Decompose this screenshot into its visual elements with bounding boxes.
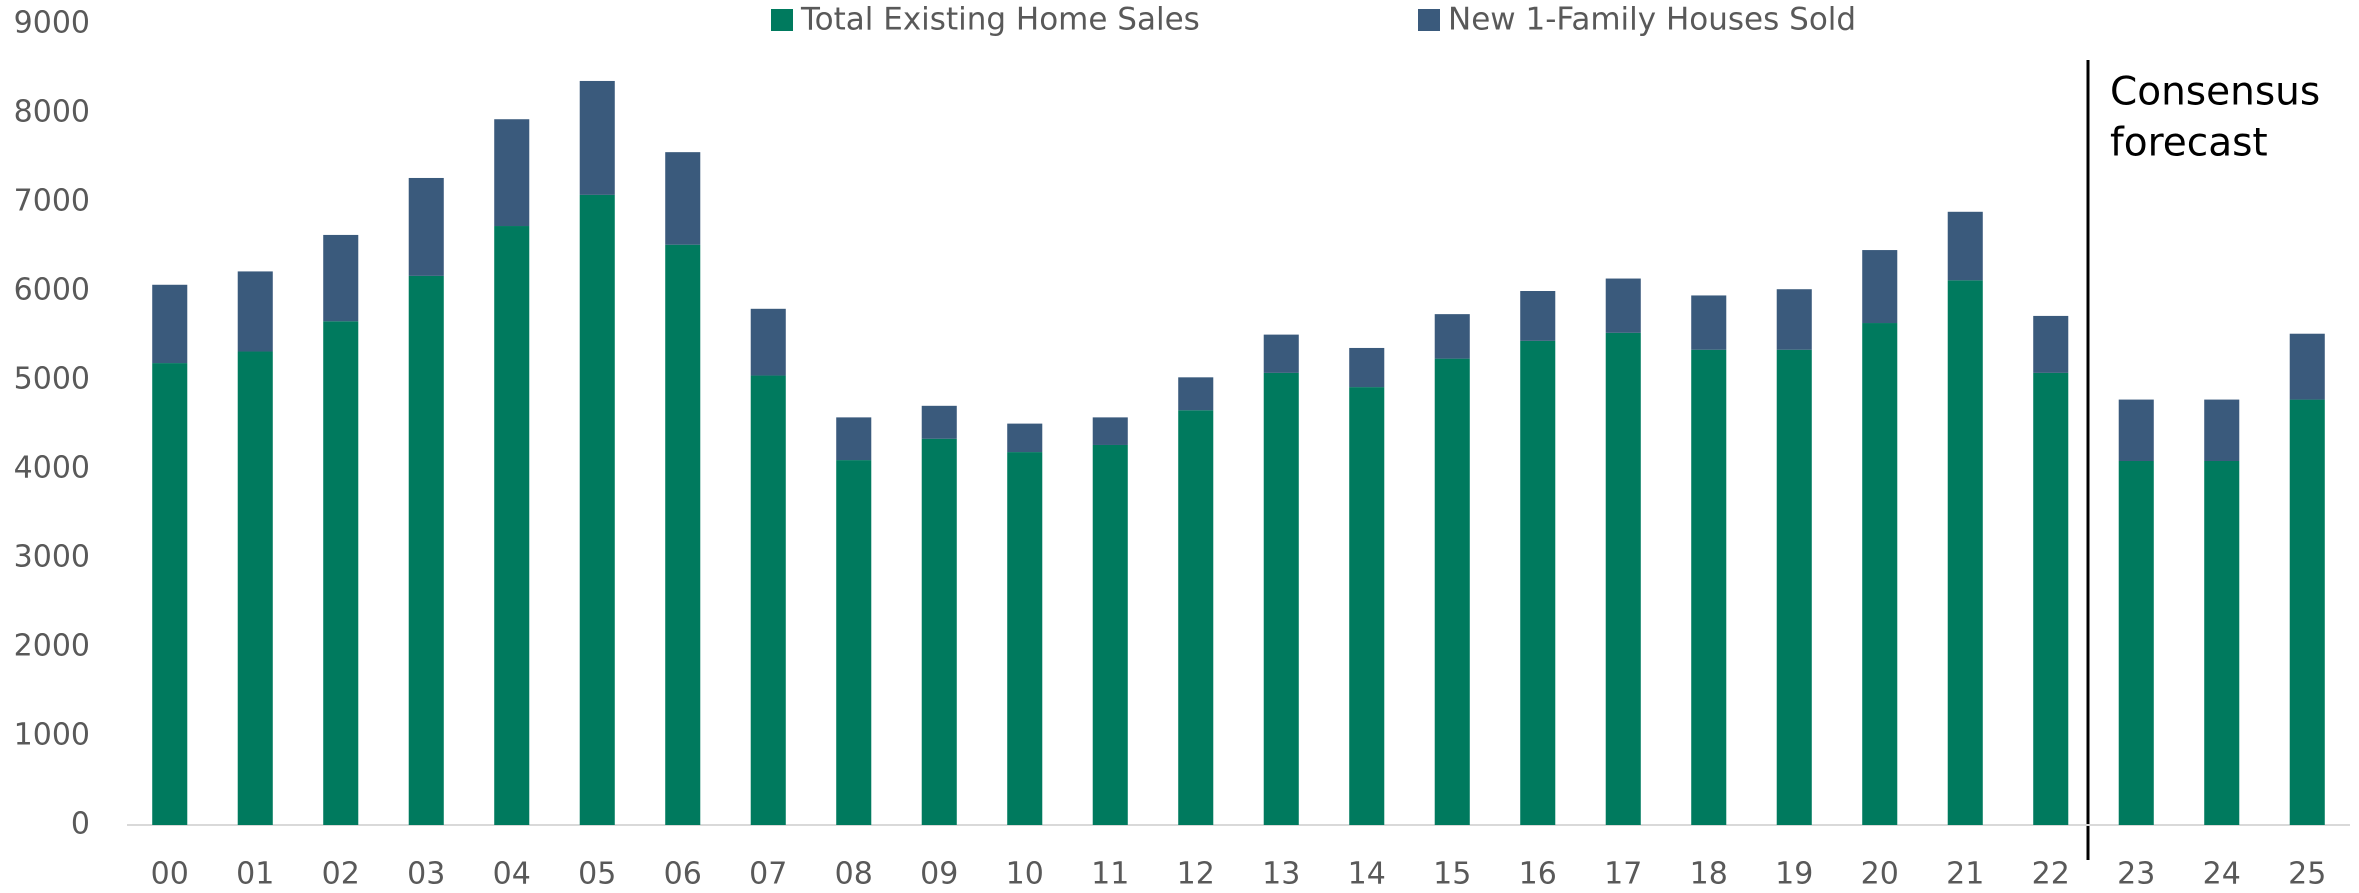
bar-segment [323, 321, 359, 825]
bar-segment [1092, 417, 1128, 445]
x-tick-label: 24 [2203, 857, 2241, 892]
legend-label: New 1-Family Houses Sold [1448, 2, 1856, 38]
y-tick-label: 7000 [14, 184, 90, 219]
bar-segment [2204, 460, 2240, 825]
bar-segment [1862, 250, 1898, 324]
y-tick-label: 8000 [14, 95, 90, 130]
bar-segment [1349, 387, 1385, 825]
bar-segment [152, 284, 188, 364]
bar-segment [1434, 358, 1470, 825]
x-tick-label: 14 [1348, 857, 1386, 892]
y-tick-label: 9000 [14, 6, 90, 41]
y-tick-label: 1000 [14, 718, 90, 753]
bar-segment [1605, 332, 1641, 825]
bar-segment [836, 417, 872, 461]
legend-swatch [1418, 9, 1440, 31]
bar-segment [2118, 460, 2154, 825]
bar-segment [1776, 349, 1812, 825]
x-tick-label: 06 [664, 857, 702, 892]
bar-segment [237, 351, 273, 825]
x-tick-label: 15 [1433, 857, 1471, 892]
bar-segment [494, 226, 530, 825]
x-tick-label: 07 [749, 857, 787, 892]
x-tick-label: 21 [1946, 857, 1984, 892]
bar-segment [1691, 295, 1727, 350]
bar-segment [2204, 399, 2240, 461]
bar-segment [750, 375, 786, 825]
bar-segment [1691, 349, 1727, 825]
bar-segment [1007, 423, 1043, 453]
y-tick-label: 2000 [14, 629, 90, 664]
x-tick-label: 16 [1519, 857, 1557, 892]
bar-segment [1520, 340, 1556, 825]
x-tick-label: 08 [835, 857, 873, 892]
bar-segment [921, 405, 957, 439]
bar-segment [579, 80, 615, 195]
x-tick-label: 09 [920, 857, 958, 892]
x-tick-label: 17 [1604, 857, 1642, 892]
bar-segment [921, 438, 957, 825]
bar-segment [2033, 372, 2069, 825]
x-tick-label: 05 [578, 857, 616, 892]
x-tick-label: 25 [2288, 857, 2326, 892]
x-tick-label: 02 [322, 857, 360, 892]
x-tick-label: 04 [493, 857, 531, 892]
bar-segment [665, 152, 701, 245]
bar-segment [1092, 444, 1128, 825]
bar-segment [1862, 323, 1898, 825]
x-tick-label: 01 [236, 857, 274, 892]
bar-segment [1178, 410, 1214, 825]
y-tick-label: 6000 [14, 273, 90, 308]
bar-segment [494, 119, 530, 227]
annotation: forecast [2110, 121, 2268, 166]
bar-segment [1434, 314, 1470, 359]
y-tick-label: 4000 [14, 451, 90, 486]
bar-segment [579, 194, 615, 825]
bar-segment [1605, 278, 1641, 333]
y-tick-label: 0 [71, 807, 90, 842]
x-tick-label: 10 [1006, 857, 1044, 892]
bar-segment [408, 177, 444, 276]
bar-segment [1349, 347, 1385, 388]
x-tick-label: 12 [1177, 857, 1215, 892]
bar-segment [1947, 211, 1983, 281]
bar-segment [1520, 291, 1556, 341]
x-tick-label: 22 [2032, 857, 2070, 892]
bar-segment [2289, 399, 2325, 825]
bar-segment [1007, 452, 1043, 825]
bar-segment [2033, 315, 2069, 373]
x-tick-label: 20 [1861, 857, 1899, 892]
bar-segment [2289, 333, 2325, 400]
bar-segment [2118, 399, 2154, 461]
bar-segment [237, 271, 273, 352]
y-tick-label: 5000 [14, 362, 90, 397]
x-tick-label: 13 [1262, 857, 1300, 892]
bar-segment [750, 308, 786, 376]
bar-segment [1263, 334, 1299, 373]
bar-segment [665, 244, 701, 826]
annotation: Consensus [2110, 70, 2320, 115]
bar-segment [836, 460, 872, 825]
bar-segment [408, 275, 444, 825]
legend-swatch [771, 9, 793, 31]
bar-segment [1776, 289, 1812, 350]
x-tick-label: 03 [407, 857, 445, 892]
legend-label: Total Existing Home Sales [800, 2, 1200, 38]
y-tick-label: 3000 [14, 540, 90, 575]
x-tick-label: 00 [151, 857, 189, 892]
x-tick-label: 18 [1690, 857, 1728, 892]
x-tick-label: 23 [2117, 857, 2155, 892]
bar-segment [1178, 377, 1214, 411]
bar-segment [1947, 280, 1983, 825]
x-tick-label: 19 [1775, 857, 1813, 892]
bar-segment [1263, 372, 1299, 825]
bar-segment [323, 234, 359, 322]
x-tick-label: 11 [1091, 857, 1129, 892]
bar-segment [152, 363, 188, 825]
